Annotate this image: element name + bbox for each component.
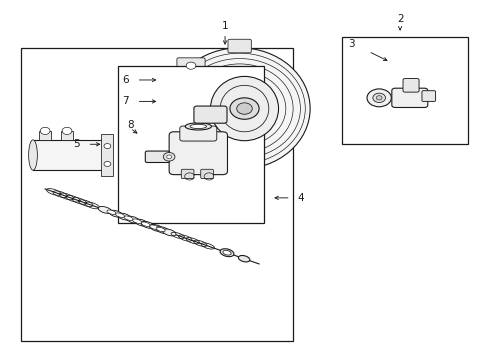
Circle shape (40, 127, 50, 134)
Ellipse shape (156, 227, 165, 232)
FancyBboxPatch shape (177, 58, 204, 73)
Text: 5: 5 (73, 139, 80, 149)
Ellipse shape (126, 216, 140, 223)
Bar (61, 131, 73, 140)
Text: 1: 1 (221, 21, 228, 31)
FancyBboxPatch shape (169, 132, 227, 175)
Bar (118, 66, 264, 223)
Text: 2: 2 (396, 14, 403, 24)
Ellipse shape (149, 225, 159, 229)
Ellipse shape (141, 221, 154, 228)
FancyBboxPatch shape (201, 169, 213, 179)
FancyBboxPatch shape (391, 88, 427, 108)
Ellipse shape (115, 213, 124, 217)
Ellipse shape (238, 256, 249, 262)
FancyBboxPatch shape (421, 91, 435, 102)
Ellipse shape (109, 210, 122, 217)
Bar (101, 134, 113, 176)
Ellipse shape (141, 222, 150, 226)
Ellipse shape (149, 225, 163, 231)
Ellipse shape (223, 250, 231, 255)
FancyBboxPatch shape (402, 78, 418, 92)
Circle shape (104, 144, 111, 149)
Circle shape (163, 153, 175, 161)
Circle shape (62, 127, 72, 134)
FancyBboxPatch shape (181, 169, 194, 179)
Bar (341, 37, 467, 144)
FancyBboxPatch shape (177, 147, 204, 163)
Text: 3: 3 (347, 39, 354, 49)
Ellipse shape (134, 219, 148, 226)
Ellipse shape (117, 213, 131, 220)
Ellipse shape (107, 210, 116, 215)
Ellipse shape (124, 216, 133, 220)
Circle shape (166, 155, 171, 158)
Ellipse shape (162, 229, 176, 236)
Ellipse shape (156, 227, 169, 234)
Circle shape (229, 98, 259, 119)
Ellipse shape (132, 219, 142, 224)
FancyBboxPatch shape (194, 106, 226, 123)
FancyBboxPatch shape (145, 151, 169, 162)
Circle shape (186, 152, 196, 158)
Ellipse shape (210, 76, 278, 141)
Ellipse shape (169, 48, 309, 169)
Text: 7: 7 (122, 96, 128, 107)
Bar (33, 140, 103, 170)
FancyBboxPatch shape (227, 39, 251, 53)
Circle shape (186, 62, 196, 69)
Text: 8: 8 (127, 120, 133, 130)
Circle shape (375, 96, 381, 100)
Circle shape (366, 89, 390, 107)
FancyBboxPatch shape (180, 126, 216, 141)
Text: 4: 4 (297, 193, 303, 203)
Bar (21, 48, 292, 341)
Ellipse shape (190, 124, 206, 129)
Ellipse shape (220, 249, 233, 257)
Bar (39, 131, 51, 140)
Ellipse shape (29, 140, 37, 170)
Ellipse shape (185, 123, 211, 130)
Text: 6: 6 (122, 75, 128, 85)
Circle shape (372, 93, 385, 103)
Ellipse shape (98, 207, 112, 213)
Circle shape (236, 103, 252, 114)
Circle shape (104, 161, 111, 166)
